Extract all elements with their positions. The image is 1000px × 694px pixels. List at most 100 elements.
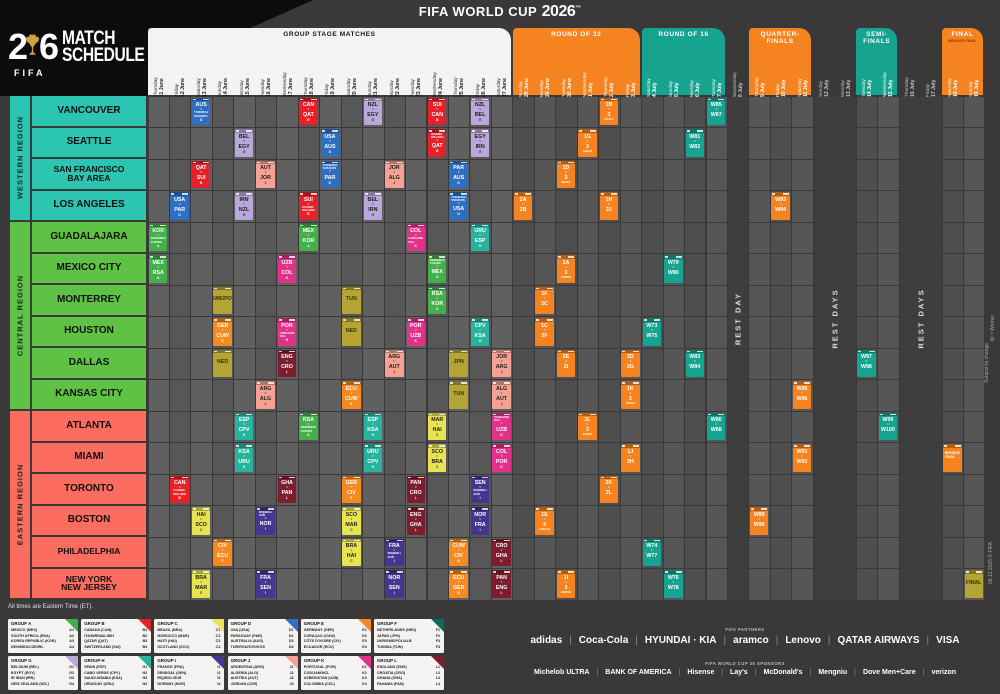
- city-vancouver: VANCOUVER: [32, 96, 146, 126]
- match-cell: 1H v 2J: [599, 192, 619, 220]
- grid-cell: [298, 285, 320, 316]
- grid-cell: [685, 317, 706, 348]
- grid-cell: [298, 317, 320, 348]
- city-atlanta: ATLANTA: [32, 411, 146, 441]
- grid-cell: [384, 222, 406, 253]
- grid-cell: [921, 443, 942, 474]
- grid-cell: [406, 191, 427, 222]
- grid-cell: [792, 285, 813, 316]
- legend-team-row: BELGIUM (BEL) G1: [11, 665, 74, 669]
- grid-cell: [685, 222, 706, 253]
- grid-cell: [384, 96, 406, 127]
- grid-cell: [169, 443, 191, 474]
- grid-cell: [320, 443, 341, 474]
- city-boston: BOSTON: [32, 505, 146, 535]
- match-cell: W99 v W100: [878, 412, 898, 440]
- legend-group-j: GROUP J ARGENTINA (ARG) J1 ALGERIA (ALG) J2 A…: [227, 656, 298, 690]
- city-miami: MIAMI: [32, 442, 146, 472]
- grid-cell: [577, 380, 599, 411]
- grid-cell: [298, 569, 320, 600]
- legend-team-row: TUR/ROU/SVK/KOS D4: [230, 644, 294, 649]
- grid-cell: [277, 537, 298, 568]
- grid-cell: [148, 159, 169, 190]
- date-label: Tuesday 30 June: [560, 78, 573, 97]
- date-label: Saturday 20 June: [345, 78, 358, 97]
- grid-cell: [663, 411, 685, 442]
- grid-cell: [363, 128, 384, 159]
- grid-cell: [577, 285, 599, 316]
- grid-cell: [406, 96, 427, 127]
- grid-cell: [341, 348, 363, 379]
- match-schedule-wordmark: MATCH SCHEDULE: [62, 28, 145, 66]
- grid-cell: [513, 537, 534, 568]
- grid-cell: [298, 474, 320, 505]
- grid-cell: [212, 191, 234, 222]
- grid-cell: [556, 96, 577, 127]
- grid-cell: [642, 96, 663, 127]
- section-label-qf: QUARTER-FINALS: [760, 31, 800, 45]
- legend-group-title: GROUP I: [157, 658, 176, 663]
- legend-group-h: GROUP H SPAIN (ESP) H1 CABO VERDE (CPV) H2 SA…: [81, 656, 152, 690]
- sponsor-logo: VISA: [936, 635, 960, 646]
- grid-cell: [835, 285, 856, 316]
- grid-cell: [727, 222, 749, 253]
- grid-cell: [406, 159, 427, 190]
- grid-cell: [942, 348, 964, 379]
- grid-cell: [899, 222, 921, 253]
- rest-day-label: REST DAY: [733, 291, 743, 346]
- grid-cell: [685, 254, 706, 285]
- grid-cell: [599, 222, 620, 253]
- grid-cell: [706, 222, 727, 253]
- grid-cell: [813, 191, 835, 222]
- grid-cell: [899, 569, 921, 600]
- match-cell: COL v POR K: [492, 444, 511, 472]
- match-cell: 2D v 2G: [621, 349, 640, 377]
- region-label: EASTERN REGION: [15, 463, 25, 545]
- date-label: Thursday 9 July: [753, 77, 766, 97]
- grid-cell: [727, 506, 749, 537]
- grid-cell: [921, 411, 942, 442]
- match-cell: ESP v CPV H: [234, 412, 254, 440]
- grid-cell: [770, 317, 792, 348]
- grid-cell: [363, 317, 384, 348]
- grid-cell: [685, 191, 706, 222]
- grid-cell: [663, 348, 685, 379]
- grid-cell: [921, 222, 942, 253]
- grid-cell: [964, 191, 985, 222]
- legend-team-row: IR IRAN (IRN) G3: [11, 676, 74, 681]
- grid-cell: [835, 474, 856, 505]
- grid-cell: [727, 191, 749, 222]
- grid-cell: [448, 128, 470, 159]
- grid-cell: [491, 506, 513, 537]
- section-banner-sf: SEMI-FINALS: [856, 28, 898, 95]
- grid-cell: [169, 96, 191, 127]
- legend-group-d: GROUP D USA (USA) D1 PARAGUAY (PAR) D2 AUSTRA…: [227, 619, 298, 653]
- grid-cell: [534, 537, 556, 568]
- grid-cell: [363, 506, 384, 537]
- grid-cell: [706, 443, 727, 474]
- grid-cell: [320, 569, 341, 600]
- grid-cell: [813, 411, 835, 442]
- grid-cell: [577, 159, 599, 190]
- grid-cell: [406, 254, 427, 285]
- grid-cell: [856, 222, 878, 253]
- grid-cell: [835, 380, 856, 411]
- grid-cell: [749, 380, 770, 411]
- grid-cell: [169, 254, 191, 285]
- match-cell: RSA v KOR A: [428, 286, 447, 314]
- legend-team-row: NETHERLANDS (NED) F1: [377, 628, 440, 632]
- grid-cell: [255, 474, 277, 505]
- grid-cell: [277, 222, 298, 253]
- grid-cell: [706, 317, 727, 348]
- grid-cell: [856, 128, 878, 159]
- grid-cell: [513, 96, 534, 127]
- logo-line-match: MATCH: [62, 28, 116, 49]
- city-kansas-city: KANSAS CITY: [32, 379, 146, 409]
- legend-team-row: IRQ/BOL/SUR I3: [157, 676, 221, 681]
- grid-cell: [964, 443, 985, 474]
- grid-cell: [534, 569, 556, 600]
- legend-team-row: NORWAY (NOR) I4: [157, 681, 221, 686]
- grid-cell: [599, 348, 620, 379]
- match-cell: ITA/NIR/ WAL/BIH v QAT B: [428, 129, 447, 157]
- match-cell: PAR v AUS D: [449, 160, 468, 188]
